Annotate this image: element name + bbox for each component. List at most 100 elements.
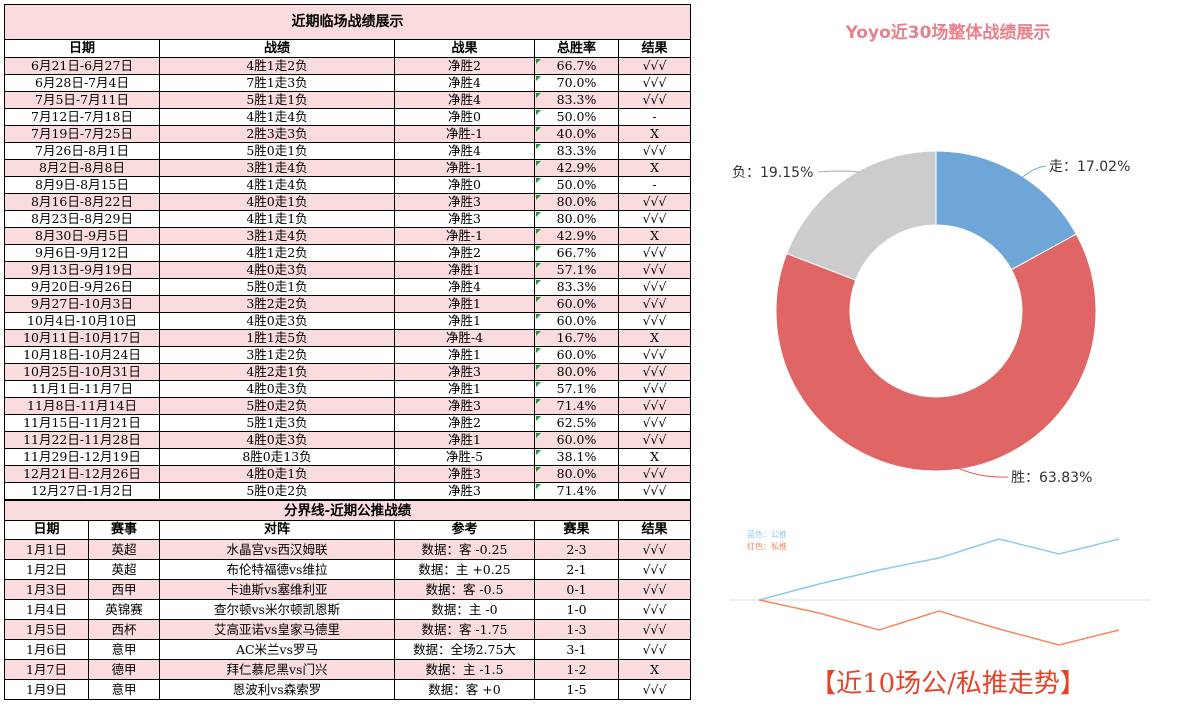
cell-date: 8月9日-8月15日 [4,176,160,194]
cell-winrate: 60.0% [534,312,619,330]
cell-date: 1月9日 [4,679,89,700]
cell-result: √√√ [617,579,692,600]
cell-date: 10月18日-10月24日 [4,346,160,364]
cell-winrate: 40.0% [534,125,619,143]
cell-date: 10月11日-10月17日 [4,329,160,347]
trend-chart: 蓝色：公推 红色：私推 [730,529,1150,646]
cell-record: 3胜1走2负 [159,346,395,364]
table-row: 8月16日-8月22日 4胜0走1负 净胜3 80.0% √√√ [4,193,692,211]
cell-record: 5胜0走2负 [159,482,395,500]
cell-record: 8胜0走13负 [159,448,395,466]
cell-outcome: 净胜2 [394,244,535,262]
cell-outcome: 净胜1 [394,431,535,449]
cell-outcome: 净胜0 [394,108,535,126]
table-row: 10月25日-10月31日 4胜2走1负 净胜3 80.0% √√√ [4,363,692,381]
cell-match: 拜仁慕尼黑vs门兴 [159,659,395,680]
cell-date: 7月26日-8月1日 [4,142,160,160]
cell-result: - [617,108,692,126]
cell-winrate: 71.4% [534,397,619,415]
table-row: 12月21日-12月26日 4胜0走1负 净胜3 80.0% √√√ [4,465,692,483]
cell-reference: 数据：全场2.75大 [394,639,535,660]
cell-date: 1月3日 [4,579,89,600]
cell-match: 水晶宫vs西汉姆联 [159,539,395,560]
cell-date: 1月6日 [4,639,89,660]
cell-winrate: 57.1% [534,380,619,398]
cell-outcome: 净胜4 [394,278,535,296]
cell-record: 4胜0走1负 [159,193,395,211]
cell-winrate: 16.7% [534,329,619,347]
table-row: 11月22日-11月28日 4胜0走3负 净胜1 60.0% √√√ [4,431,692,449]
table-row: 11月29日-12月19日 8胜0走13负 净胜-5 38.1% X [4,448,692,466]
table-row: 11月1日-11月7日 4胜0走3负 净胜1 57.1% √√√ [4,380,692,398]
cell-winrate: 66.7% [534,244,619,262]
cell-result: √√√ [617,91,692,109]
col-header-date: 日期 [4,520,89,540]
legend-private: 红色：私推 [747,541,787,551]
cell-date: 8月2日-8月8日 [4,159,160,177]
cell-winrate: 62.5% [534,414,619,432]
cell-date: 9月6日-9月12日 [4,244,160,262]
cell-result: √√√ [617,639,692,660]
cell-league: 意甲 [88,679,160,700]
cell-date: 1月2日 [4,559,89,580]
table-row: 1月9日 意甲 恩波利vs森索罗 数据：客 +0 1-5 √√√ [4,679,692,700]
cell-result: √√√ [617,414,692,432]
cell-record: 2胜3走3负 [159,125,395,143]
cell-outcome: 净胜0 [394,176,535,194]
table-row: 7月12日-7月18日 4胜1走4负 净胜0 50.0% - [4,108,692,126]
cell-score: 1-5 [534,679,619,700]
cell-date: 12月21日-12月26日 [4,465,160,483]
cell-date: 6月21日-6月27日 [4,57,160,75]
cell-match: 卡迪斯vs塞维利亚 [159,579,395,600]
cell-outcome: 净胜2 [394,414,535,432]
cell-winrate: 66.7% [534,57,619,75]
cell-result: √√√ [617,74,692,92]
cell-outcome: 净胜-4 [394,329,535,347]
cell-outcome: 净胜1 [394,346,535,364]
cell-date: 8月23日-8月29日 [4,210,160,228]
cell-winrate: 60.0% [534,346,619,364]
slice-sheng [775,233,1097,472]
cell-result: √√√ [617,193,692,211]
col-header-record: 战绩 [159,39,395,58]
cell-record: 4胜1走4负 [159,108,395,126]
cell-outcome: 净胜1 [394,261,535,279]
table-row: 6月28日-7月4日 7胜1走3负 净胜4 70.0% √√√ [4,74,692,92]
cell-result: √√√ [617,312,692,330]
col-header-score: 赛果 [534,520,619,540]
cell-result: √√√ [617,539,692,560]
table-row: 1月1日 英超 水晶宫vs西汉姆联 数据：客 -0.25 2-3 √√√ [4,539,692,560]
cell-result: X [617,659,692,680]
cell-record: 4胜0走3负 [159,431,395,449]
cell-result: √√√ [617,599,692,620]
cell-result: √√√ [617,380,692,398]
cell-date: 11月8日-11月14日 [4,397,160,415]
table-row: 1月5日 西杯 艾高亚诺vs皇家马德里 数据：客 -1.75 1-3 √√√ [4,619,692,640]
left-panel: 近期临场战绩展示 日期 战绩 战果 总胜率 结果 6月21日-6月27日 4胜1走… [3,4,692,700]
cell-date: 11月22日-11月28日 [4,431,160,449]
cell-date: 1月4日 [4,599,89,620]
cell-league: 德甲 [88,659,160,680]
cell-outcome: 净胜3 [394,482,535,500]
cell-winrate: 60.0% [534,431,619,449]
cell-record: 5胜0走2负 [159,397,395,415]
cell-record: 4胜1走2负 [159,244,395,262]
cell-date: 1月7日 [4,659,89,680]
cell-record: 5胜0走1负 [159,278,395,296]
table-row: 9月13日-9月19日 4胜0走3负 净胜1 57.1% √√√ [4,261,692,279]
cell-outcome: 净胜1 [394,380,535,398]
cell-date: 11月29日-12月19日 [4,448,160,466]
cell-record: 5胜1走3负 [159,414,395,432]
cell-score: 1-2 [534,659,619,680]
legend-public: 蓝色：公推 [747,529,787,539]
table1-title: 近期临场战绩展示 [3,4,692,40]
cell-winrate: 42.9% [534,227,619,245]
col-header-reference: 参考 [394,520,535,540]
cell-reference: 数据：客 -0.25 [394,539,535,560]
col-header-date: 日期 [4,39,160,58]
col-header-outcome: 战果 [394,39,535,58]
table-row: 8月23日-8月29日 4胜1走1负 净胜3 80.0% √√√ [4,210,692,228]
cell-record: 4胜0走3负 [159,312,395,330]
cell-score: 1-0 [534,599,619,620]
leader-fu [817,170,861,173]
